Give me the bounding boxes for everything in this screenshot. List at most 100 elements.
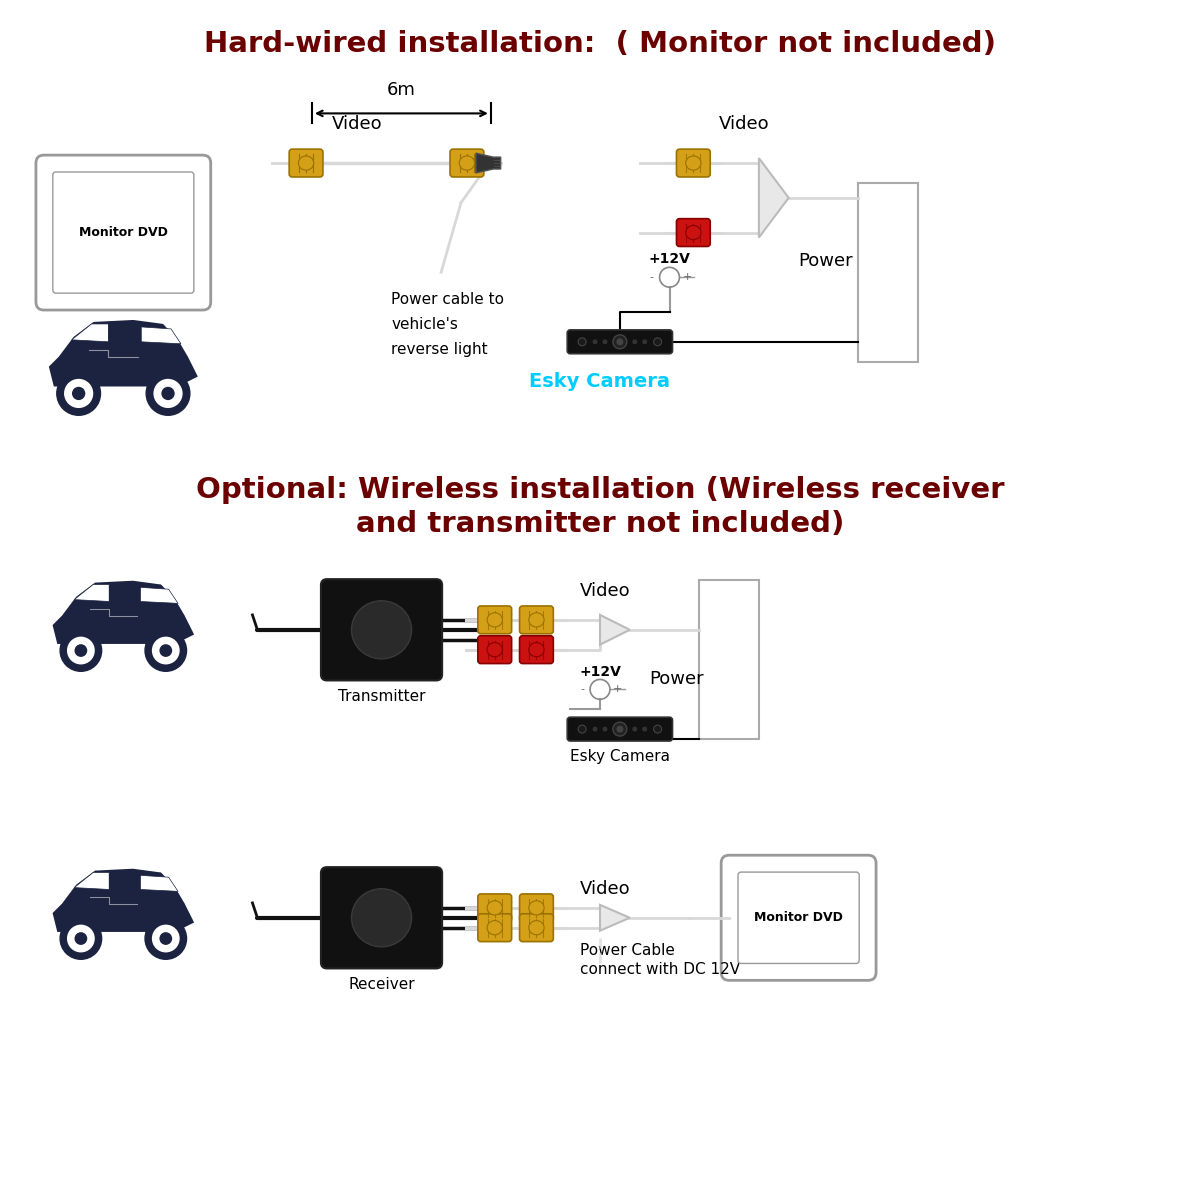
Circle shape xyxy=(642,340,647,344)
Text: Video: Video xyxy=(332,115,383,133)
FancyBboxPatch shape xyxy=(36,155,211,310)
Circle shape xyxy=(73,388,85,400)
Circle shape xyxy=(160,932,172,944)
Text: Video: Video xyxy=(580,582,631,600)
Text: +12V: +12V xyxy=(648,252,690,266)
FancyBboxPatch shape xyxy=(53,172,194,293)
Ellipse shape xyxy=(487,920,503,935)
Circle shape xyxy=(593,727,598,732)
Text: -: - xyxy=(649,272,654,282)
Circle shape xyxy=(593,340,598,344)
Text: -: - xyxy=(580,684,584,695)
Text: +: + xyxy=(613,684,623,695)
Ellipse shape xyxy=(460,156,474,170)
Polygon shape xyxy=(140,875,178,892)
Ellipse shape xyxy=(685,156,701,170)
Polygon shape xyxy=(74,584,109,601)
Text: vehicle's: vehicle's xyxy=(391,317,458,332)
Circle shape xyxy=(152,637,179,664)
Ellipse shape xyxy=(529,613,544,626)
Circle shape xyxy=(642,727,647,732)
FancyBboxPatch shape xyxy=(677,218,710,246)
Polygon shape xyxy=(758,158,788,238)
Circle shape xyxy=(60,918,102,959)
FancyBboxPatch shape xyxy=(478,914,511,942)
Text: Power Cable: Power Cable xyxy=(580,943,676,958)
Circle shape xyxy=(154,379,182,407)
Circle shape xyxy=(67,925,94,952)
Circle shape xyxy=(632,727,637,732)
Polygon shape xyxy=(140,587,178,604)
Text: Monitor DVD: Monitor DVD xyxy=(754,911,844,924)
Polygon shape xyxy=(600,905,630,931)
Text: connect with DC 12V: connect with DC 12V xyxy=(580,962,740,978)
Text: Video: Video xyxy=(719,115,769,133)
FancyBboxPatch shape xyxy=(568,330,672,354)
FancyBboxPatch shape xyxy=(520,606,553,634)
Circle shape xyxy=(617,338,623,346)
Circle shape xyxy=(145,630,186,671)
Circle shape xyxy=(602,727,607,732)
FancyBboxPatch shape xyxy=(677,149,710,176)
Circle shape xyxy=(632,340,637,344)
Circle shape xyxy=(613,335,626,349)
FancyBboxPatch shape xyxy=(721,856,876,980)
Circle shape xyxy=(162,388,174,400)
Text: Esky Camera: Esky Camera xyxy=(570,749,670,764)
Ellipse shape xyxy=(487,613,503,626)
FancyBboxPatch shape xyxy=(289,149,323,176)
Polygon shape xyxy=(109,584,140,601)
Polygon shape xyxy=(600,614,630,644)
FancyBboxPatch shape xyxy=(520,636,553,664)
FancyBboxPatch shape xyxy=(738,872,859,964)
Circle shape xyxy=(146,372,190,415)
Polygon shape xyxy=(49,320,198,386)
FancyBboxPatch shape xyxy=(478,606,511,634)
FancyBboxPatch shape xyxy=(520,894,553,922)
Ellipse shape xyxy=(685,226,701,240)
Polygon shape xyxy=(72,324,108,342)
Text: +: + xyxy=(683,272,692,282)
Ellipse shape xyxy=(299,156,313,170)
Ellipse shape xyxy=(352,601,412,659)
Text: Optional: Wireless installation (Wireless receiver
and transmitter not included): Optional: Wireless installation (Wireles… xyxy=(196,476,1004,539)
Circle shape xyxy=(60,630,102,671)
Polygon shape xyxy=(53,581,194,644)
Circle shape xyxy=(65,379,92,407)
Text: 6m: 6m xyxy=(386,80,416,98)
Ellipse shape xyxy=(529,642,544,656)
Polygon shape xyxy=(53,869,194,932)
Circle shape xyxy=(654,725,661,733)
Polygon shape xyxy=(142,326,181,343)
Polygon shape xyxy=(109,872,140,889)
Circle shape xyxy=(145,918,186,959)
Circle shape xyxy=(76,644,86,656)
FancyBboxPatch shape xyxy=(478,894,511,922)
FancyBboxPatch shape xyxy=(320,868,442,968)
Text: reverse light: reverse light xyxy=(391,342,488,356)
Text: Power: Power xyxy=(649,670,704,688)
Circle shape xyxy=(152,925,179,952)
Circle shape xyxy=(76,932,86,944)
Text: Power cable to: Power cable to xyxy=(391,292,504,307)
Text: Hard-wired installation:  ( Monitor not included): Hard-wired installation: ( Monitor not i… xyxy=(204,30,996,58)
Text: Receiver: Receiver xyxy=(348,977,415,992)
Polygon shape xyxy=(74,872,109,889)
Circle shape xyxy=(56,372,101,415)
Circle shape xyxy=(67,637,94,664)
Polygon shape xyxy=(476,154,500,173)
FancyBboxPatch shape xyxy=(568,718,672,742)
Text: Esky Camera: Esky Camera xyxy=(529,372,671,391)
Text: +12V: +12V xyxy=(580,665,620,678)
Circle shape xyxy=(654,338,661,346)
Ellipse shape xyxy=(487,642,503,656)
Ellipse shape xyxy=(529,901,544,914)
Circle shape xyxy=(602,340,607,344)
Circle shape xyxy=(613,722,626,736)
Ellipse shape xyxy=(529,920,544,935)
Text: Transmitter: Transmitter xyxy=(337,689,425,704)
Text: Video: Video xyxy=(580,880,631,898)
Text: Monitor DVD: Monitor DVD xyxy=(79,226,168,239)
FancyBboxPatch shape xyxy=(520,914,553,942)
Polygon shape xyxy=(108,324,142,342)
